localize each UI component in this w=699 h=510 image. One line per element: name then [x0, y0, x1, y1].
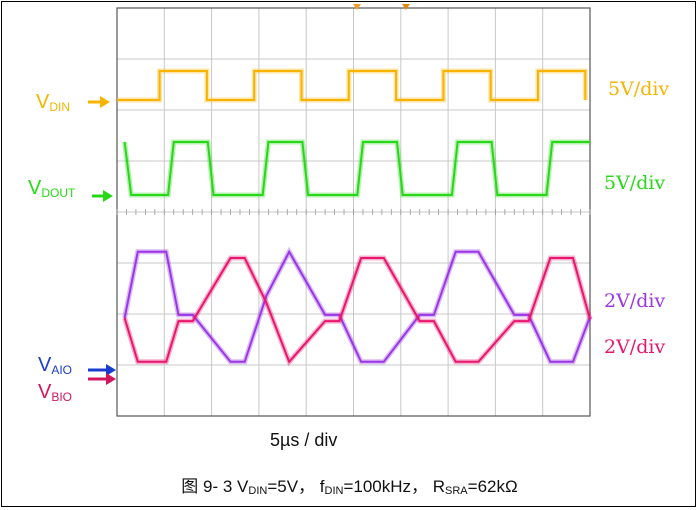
timebase-label: 5µs / div	[270, 430, 338, 450]
dout-scale-label: 5V/div	[604, 172, 666, 194]
din-arrow-icon	[100, 96, 110, 108]
vbio-label: VBIO	[38, 381, 73, 404]
trigger-position-icon	[402, 4, 410, 10]
din-trace-band	[117, 68, 588, 103]
bio-trace-band	[122, 255, 593, 367]
dout-arrow-icon	[103, 190, 113, 202]
aio-scale-label: 2V/div	[604, 290, 666, 312]
trigger-marker-icon	[353, 4, 361, 10]
vdout-label: VDOUT	[28, 177, 76, 200]
bio-trace	[123, 257, 591, 364]
aio-trace	[123, 249, 591, 363]
dout-trace	[123, 141, 590, 196]
aio-arrow-icon	[106, 364, 116, 376]
bio-arrow-icon	[106, 373, 116, 385]
bio-scale-label: 2V/div	[604, 336, 666, 358]
vaio-label: VAIO	[38, 354, 73, 377]
din-trace	[117, 70, 587, 101]
din-scale-label: 5V/div	[608, 78, 670, 100]
figure-caption: 图 9- 3 VDIN=5V， fDIN=100kHz， RSRA=62kΩ	[181, 477, 518, 497]
vdin-label: VDIN	[36, 91, 71, 114]
